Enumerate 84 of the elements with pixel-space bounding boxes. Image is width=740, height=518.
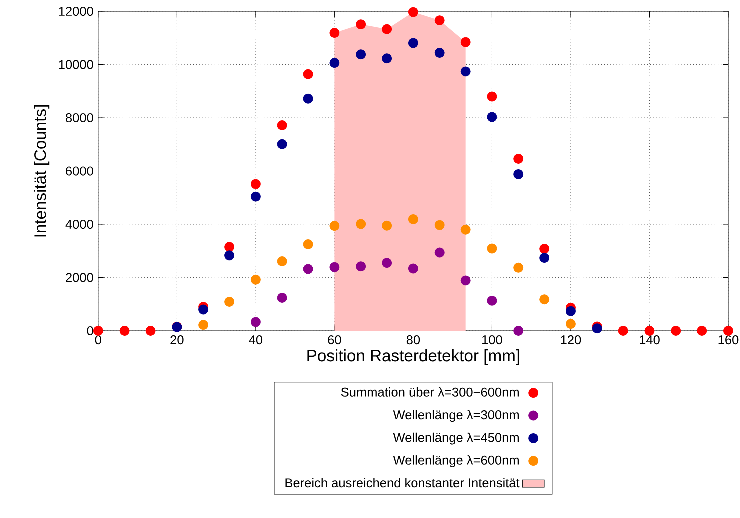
point [277, 256, 288, 267]
y-tick-label: 12000 [59, 7, 94, 16]
point [382, 54, 392, 64]
point [540, 244, 550, 254]
point [408, 8, 418, 18]
point [303, 94, 314, 104]
point [514, 170, 524, 180]
y-tick-label: 2000 [66, 273, 94, 282]
y-tick-label: 6000 [66, 166, 94, 176]
point [250, 317, 261, 328]
point [277, 120, 288, 131]
point [514, 263, 524, 274]
point [330, 28, 340, 38]
x-tick-label: 40 [249, 336, 263, 345]
point [224, 250, 235, 261]
point [434, 48, 445, 58]
point [198, 320, 209, 330]
point [93, 326, 104, 336]
point [671, 326, 682, 336]
point [330, 262, 340, 273]
point [120, 326, 130, 336]
point [460, 66, 471, 77]
point [146, 326, 156, 336]
point [487, 92, 498, 102]
point [250, 180, 261, 190]
point [382, 258, 392, 268]
point [487, 296, 498, 306]
point [514, 154, 524, 164]
point [250, 275, 261, 286]
legend-label: Bereich ausreichend konstanter Intensität [286, 478, 520, 488]
point [514, 326, 524, 336]
point [356, 219, 366, 230]
point [697, 326, 708, 336]
point [434, 248, 445, 258]
legend-label: Wellenlänge λ=450nm [393, 433, 519, 445]
point [408, 38, 418, 48]
point [460, 276, 471, 286]
point [277, 293, 288, 304]
point [460, 38, 471, 48]
x-tick-label: 80 [406, 336, 420, 345]
point [487, 244, 498, 254]
point [356, 50, 366, 60]
x-axis-title: Position Rasterdetektor [mm] [308, 350, 520, 366]
point [408, 214, 418, 225]
x-tick-label: 20 [170, 336, 184, 345]
point [540, 294, 550, 305]
point [224, 242, 235, 252]
point [618, 326, 628, 336]
x-tick-label: 60 [328, 336, 342, 345]
point [224, 297, 235, 308]
point [434, 16, 445, 26]
x-tick-label: 0 [95, 336, 102, 345]
x-tick-label: 120 [561, 336, 582, 345]
x-tick-label: 100 [482, 336, 502, 345]
point [330, 58, 340, 68]
point [408, 264, 418, 274]
y-tick-label: 10000 [59, 60, 94, 70]
point [434, 220, 445, 230]
point [250, 192, 261, 202]
point [460, 225, 471, 236]
point [382, 24, 392, 35]
point [487, 112, 498, 122]
point [277, 140, 288, 150]
y-tick-label: 4000 [66, 220, 94, 230]
point [303, 70, 314, 80]
x-tick-label: 160 [718, 336, 739, 345]
y-tick-label: 8000 [66, 114, 94, 123]
legend-label: Wellenlänge λ=300nm [393, 410, 519, 422]
point [303, 264, 314, 274]
x-tick-label: 140 [640, 336, 660, 345]
point [566, 319, 576, 330]
y-axis-title: Intensität [Counts] [34, 106, 50, 237]
legend-label: Summation über λ=300−600nm [341, 388, 519, 398]
point [356, 262, 366, 272]
point [356, 20, 366, 30]
legend-label: Wellenlänge λ=600nm [393, 456, 519, 468]
y-tick-label: 0 [87, 326, 94, 336]
point [382, 221, 392, 232]
point [330, 221, 340, 232]
point [644, 326, 655, 336]
point [198, 304, 209, 315]
point [566, 306, 576, 316]
point [540, 253, 550, 264]
point [303, 240, 314, 250]
